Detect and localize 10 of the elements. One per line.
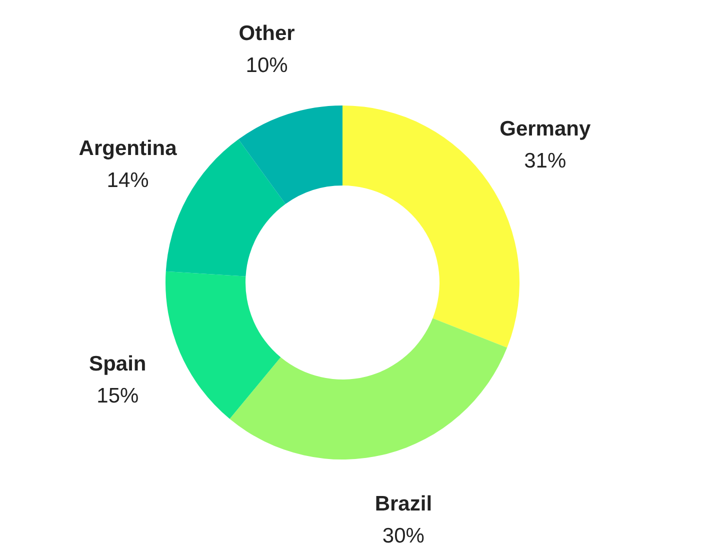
data-label: 10%	[246, 54, 288, 77]
data-label: 30%	[382, 524, 424, 548]
slice-label: Argentina	[78, 136, 178, 160]
data-label: 15%	[96, 384, 139, 408]
data-label: 31%	[524, 149, 566, 172]
data-label: 14%	[106, 168, 149, 192]
slice-label: Germany	[500, 117, 591, 140]
slice-label: Spain	[89, 352, 146, 376]
slice-label: Other	[238, 22, 295, 45]
slice-label: Brazil	[374, 492, 432, 516]
